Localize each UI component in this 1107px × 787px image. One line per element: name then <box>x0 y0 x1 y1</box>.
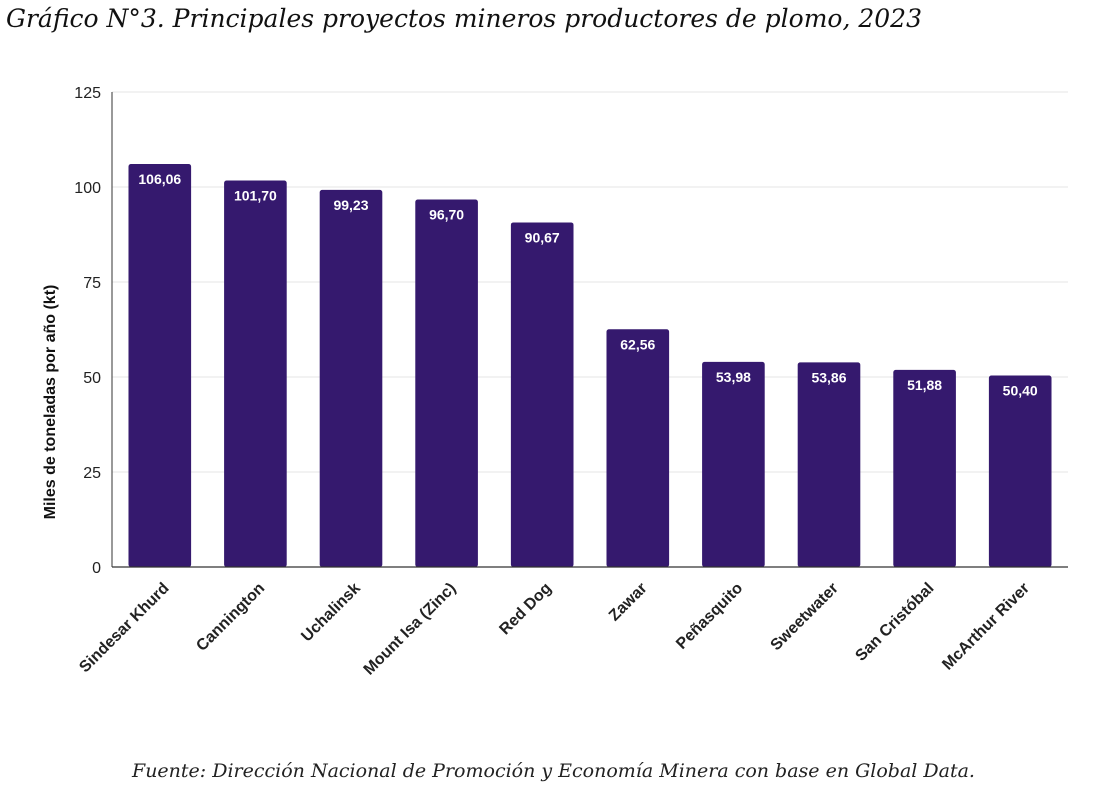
x-tick-label: San Cristóbal <box>852 580 937 665</box>
bars: 106,06 101,70 99,23 96,70 90,67 62,56 53,98 53,… <box>128 163 1052 568</box>
bar <box>224 180 287 568</box>
y-tick-label: 50 <box>83 370 101 387</box>
bar-value-label: 51,88 <box>907 377 942 393</box>
x-tick-label: Uchalinsk <box>298 580 364 646</box>
x-tick-label: McArthur River <box>939 580 1033 674</box>
bar-value-label: 53,86 <box>811 369 846 385</box>
x-tick-label: Cannington <box>193 580 268 655</box>
y-tick-label: 75 <box>83 275 101 292</box>
x-tick-label: Sindesar Khurd <box>76 580 172 676</box>
y-tick-label: 125 <box>74 85 101 102</box>
bar <box>702 361 765 567</box>
bar <box>510 222 574 568</box>
bar-value-label: 106,06 <box>138 171 181 187</box>
x-tick-label: Peñasquito <box>673 580 746 653</box>
bar-value-label: 50,40 <box>1003 382 1038 398</box>
x-tick-label: Sweetwater <box>768 580 842 654</box>
bar <box>319 189 383 567</box>
bar-value-label: 99,23 <box>333 197 368 213</box>
bar <box>415 199 478 568</box>
y-tick-label: 100 <box>74 180 101 197</box>
y-axis-label: Miles de toneladas por año (kt) <box>42 285 59 520</box>
bar <box>606 329 670 567</box>
bar-value-label: 96,70 <box>429 207 464 223</box>
chart-title: Gráfico N°3. Principales proyectos miner… <box>6 4 922 33</box>
x-tick-label: Red Dog <box>496 580 555 639</box>
bar <box>128 163 192 568</box>
x-tick-label: Zawar <box>606 580 651 625</box>
source-note: Fuente: Dirección Nacional de Promoción … <box>132 760 975 782</box>
bar-value-label: 53,98 <box>716 369 751 385</box>
y-tick-label: 0 <box>92 560 101 577</box>
bar-value-label: 101,70 <box>234 188 277 204</box>
bar-value-label: 62,56 <box>620 336 655 352</box>
y-tick-label: 25 <box>83 465 101 482</box>
bar <box>797 362 861 567</box>
x-tick-label: Mount Isa (Zinc) <box>361 580 460 679</box>
bar <box>893 369 956 567</box>
bar-value-label: 90,67 <box>525 229 560 245</box>
bar <box>988 375 1052 567</box>
